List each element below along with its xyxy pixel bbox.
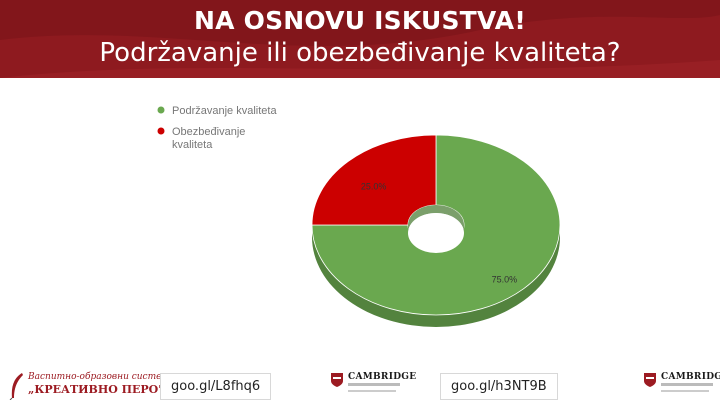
cambridge-subline <box>661 383 713 386</box>
donut-hole <box>408 213 464 253</box>
kreativno-pero-tagline: Васпитно-образовни систем <box>28 372 169 382</box>
footer-link-2[interactable]: goo.gl/h3NT9B <box>440 373 558 400</box>
slide-title: NA OSNOVU ISKUSTVA! <box>194 6 526 35</box>
legend-label-1: kvaliteta <box>172 139 213 151</box>
cambridge-subline <box>348 390 396 392</box>
cambridge-crest-icon <box>644 373 656 387</box>
legend-marker-1 <box>157 127 165 135</box>
data-label-0: 75.0% <box>492 274 518 284</box>
cambridge-wordmark: CAMBRIDGE <box>348 372 417 382</box>
header-background <box>0 0 720 78</box>
header-banner: NA OSNOVU ISKUSTVA! Podržavanje ili obez… <box>0 0 720 78</box>
legend-label-1: Obezbeđivanje <box>172 126 245 138</box>
cambridge-wordmark: CAMBRIDGE <box>661 372 720 382</box>
cambridge-crest-icon <box>331 373 343 387</box>
slide-subtitle: Podržavanje ili obezbeđivanje kvaliteta? <box>99 38 621 68</box>
kreativno-pero-logo: Васпитно-образовни систем „КРЕАТИВНО ПЕР… <box>8 372 169 400</box>
kreativno-pero-name: „КРЕАТИВНО ПЕРО" <box>28 383 164 396</box>
cambridge-logo-1: CAMBRIDGE <box>330 372 416 400</box>
quill-icon <box>9 373 23 400</box>
cambridge-subline <box>661 390 709 392</box>
legend-label-0: Podržavanje kvaliteta <box>172 105 277 117</box>
cambridge-subline <box>348 383 400 386</box>
cambridge-logo-2: CAMBRIDGE <box>643 372 720 400</box>
legend-marker-0 <box>157 106 165 114</box>
data-label-1: 25.0% <box>361 182 387 192</box>
donut-hole-wall <box>408 205 464 233</box>
footer-link-1[interactable]: goo.gl/L8fhq6 <box>160 373 272 400</box>
